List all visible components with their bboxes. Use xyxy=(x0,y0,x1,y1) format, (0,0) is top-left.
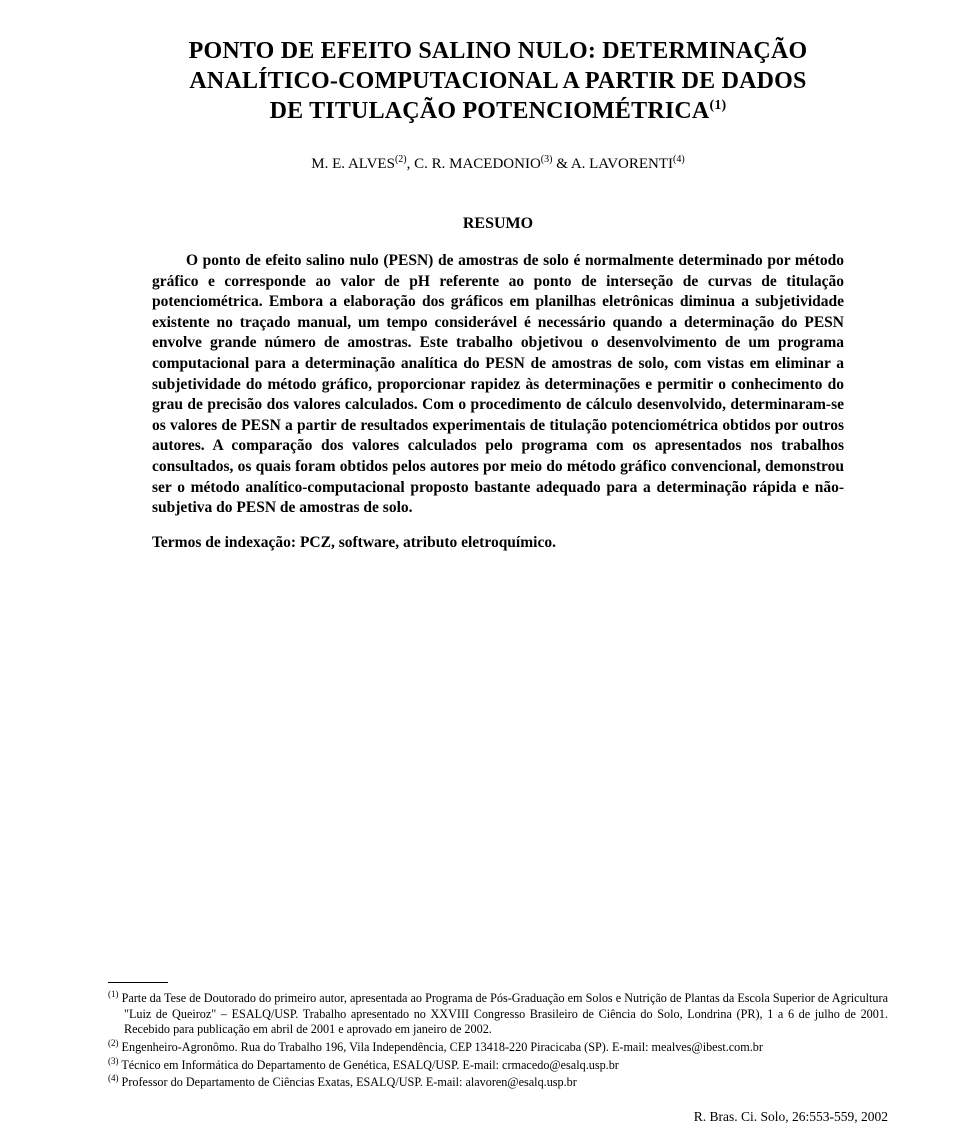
author-1-sup: (2) xyxy=(395,154,407,165)
footnote-4-sup: (4) xyxy=(108,1073,119,1083)
author-sep-2: & xyxy=(552,156,570,172)
footnote-3-text: Técnico em Informática do Departamento d… xyxy=(119,1058,619,1072)
title-line-3: DE TITULAÇÃO POTENCIOMÉTRICA xyxy=(270,98,710,124)
authors-line: M. E. ALVES(2), C. R. MACEDONIO(3) & A. … xyxy=(108,154,888,173)
footnote-3: (3) Técnico em Informática do Departamen… xyxy=(108,1056,888,1074)
author-sep-1: , xyxy=(407,156,415,172)
paper-page: PONTO DE EFEITO SALINO NULO: DETERMINAÇÃ… xyxy=(0,0,960,1147)
author-2: C. R. MACEDONIO xyxy=(414,156,541,172)
footnote-1-sup: (1) xyxy=(108,989,119,999)
abstract-block: O ponto de efeito salino nulo (PESN) de … xyxy=(108,251,888,554)
footnote-2: (2) Engenheiro-Agronômo. Rua do Trabalho… xyxy=(108,1038,888,1056)
abstract-body: O ponto de efeito salino nulo (PESN) de … xyxy=(152,251,844,519)
footnote-3-sup: (3) xyxy=(108,1056,119,1066)
footnote-4: (4) Professor do Departamento de Ciência… xyxy=(108,1073,888,1091)
author-1: M. E. ALVES xyxy=(311,156,395,172)
footnote-rule xyxy=(108,982,168,983)
author-3: A. LAVORENTI xyxy=(571,156,673,172)
footnote-1-text: Parte da Tese de Doutorado do primeiro a… xyxy=(119,991,889,1036)
author-2-sup: (3) xyxy=(541,154,553,165)
abstract-heading: RESUMO xyxy=(108,215,888,233)
index-terms: Termos de indexação: PCZ, software, atri… xyxy=(152,533,844,554)
footnotes-block: (1) Parte da Tese de Doutorado do primei… xyxy=(108,982,888,1091)
paper-title: PONTO DE EFEITO SALINO NULO: DETERMINAÇÃ… xyxy=(108,36,888,126)
journal-reference: R. Bras. Ci. Solo, 26:553-559, 2002 xyxy=(694,1109,888,1125)
footnote-2-text: Engenheiro-Agronômo. Rua do Trabalho 196… xyxy=(119,1040,763,1054)
author-3-sup: (4) xyxy=(673,154,685,165)
footnote-4-text: Professor do Departamento de Ciências Ex… xyxy=(119,1075,577,1089)
title-line-2: ANALÍTICO-COMPUTACIONAL A PARTIR DE DADO… xyxy=(189,68,806,94)
footnote-2-sup: (2) xyxy=(108,1038,119,1048)
title-footnote-ref: (1) xyxy=(709,98,726,113)
title-line-1: PONTO DE EFEITO SALINO NULO: DETERMINAÇÃ… xyxy=(189,38,808,64)
footnote-1: (1) Parte da Tese de Doutorado do primei… xyxy=(108,989,888,1038)
